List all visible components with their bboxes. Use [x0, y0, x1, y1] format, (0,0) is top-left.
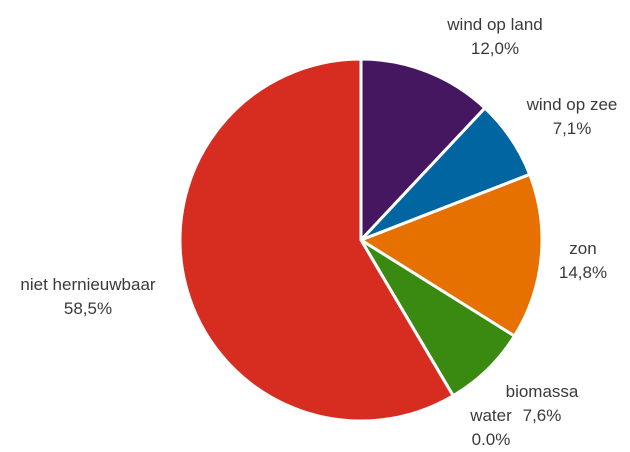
slice-zon	[359, 172, 544, 338]
label-wind-op-zee-name: wind op zee	[526, 95, 618, 114]
label-niet-hernieuwbaar-name: niet hernieuwbaar	[20, 275, 155, 294]
pie-slices	[178, 57, 544, 423]
label-wind-op-land-name: wind op land	[446, 15, 542, 34]
slice-niet-hernieuwbaar	[178, 57, 455, 423]
label-water-name: water	[469, 406, 512, 425]
pie-labels: wind op land 12,0% wind op zee 7,1% zon …	[20, 15, 617, 449]
label-niet-hernieuwbaar-value: 58,5%	[64, 299, 112, 318]
label-wind-op-zee-value: 7,1%	[553, 119, 592, 138]
label-water-value: 0.0%	[472, 430, 511, 449]
slice-wind-op-land	[359, 57, 487, 242]
label-wind-op-land-value: 12,0%	[471, 39, 519, 58]
label-zon-name: zon	[569, 239, 596, 258]
label-biomassa-value: 7,6%	[523, 406, 562, 425]
label-biomassa-name: biomassa	[506, 382, 579, 401]
label-zon-value: 14,8%	[559, 263, 607, 282]
